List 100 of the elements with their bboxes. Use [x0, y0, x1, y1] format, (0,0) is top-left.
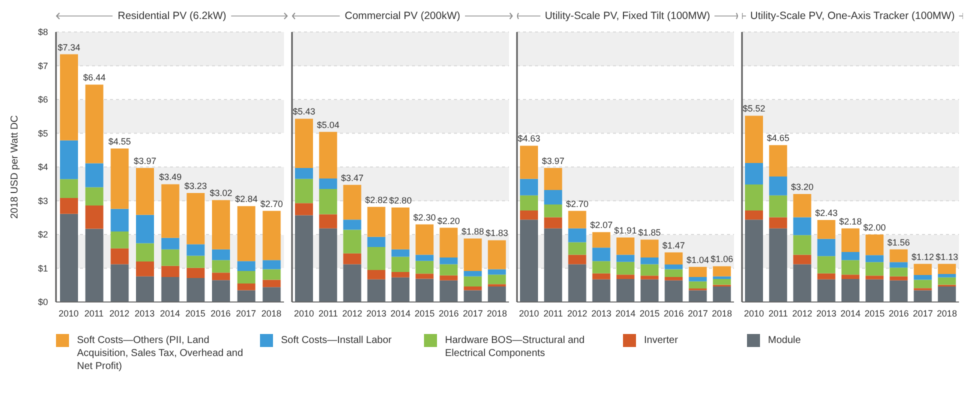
bar [866, 234, 884, 256]
y-tick-label: $1 [38, 263, 48, 274]
bar [212, 260, 230, 273]
total-label: $2.00 [863, 222, 886, 232]
bar [60, 198, 78, 214]
bar [237, 206, 256, 262]
total-label: $5.04 [316, 120, 340, 130]
x-tick-label: 2018 [712, 308, 732, 318]
bar [938, 274, 956, 278]
legend-label: Module [768, 334, 801, 347]
x-tick-label: 2016 [664, 308, 684, 318]
total-label: $2.30 [413, 212, 436, 222]
bar [745, 162, 763, 185]
chart-title: Utility-Scale PV, Fixed Tilt (100MW) [544, 10, 710, 22]
bar [890, 262, 908, 268]
bar [161, 266, 180, 278]
total-label: $1.88 [462, 226, 484, 237]
y-tick-label: $5 [38, 128, 48, 138]
x-tick-label: 2012 [567, 308, 588, 318]
bar [464, 238, 482, 271]
bar [212, 272, 230, 280]
x-tick-label: 2014 [390, 308, 411, 318]
bar [793, 235, 812, 255]
bar [391, 208, 410, 250]
bar [186, 192, 205, 244]
bar [319, 132, 338, 178]
legend-label: Inverter [644, 334, 678, 347]
bar [914, 264, 932, 275]
y-tick-label: $0 [38, 297, 48, 308]
bar [136, 262, 154, 276]
bar [890, 249, 908, 262]
chart-title: Utility-Scale PV, One-Axis Tracker (100MW) [750, 10, 955, 22]
chart-title: Commercial PV (200kW) [344, 10, 460, 22]
bar [841, 252, 860, 260]
bar [237, 290, 256, 302]
x-tick-label: 2015 [864, 308, 885, 318]
bar [110, 264, 129, 302]
bar [85, 163, 104, 188]
bar [520, 195, 538, 211]
x-tick-label: 2015 [640, 308, 660, 318]
bar [186, 268, 205, 278]
bar [664, 280, 683, 302]
bar [464, 290, 482, 302]
bar [440, 257, 458, 264]
total-label: $1.56 [887, 237, 910, 248]
bar [688, 290, 707, 302]
bar [319, 188, 338, 214]
bar [544, 228, 562, 302]
bar [237, 261, 256, 271]
bar [712, 266, 731, 276]
x-tick-label: 2014 [160, 308, 180, 318]
bar [914, 290, 932, 302]
bar [544, 204, 562, 218]
total-label: $3.20 [790, 182, 814, 192]
bar [391, 249, 410, 257]
x-tick-label: 2014 [615, 308, 636, 318]
bar [769, 217, 788, 228]
bar [343, 253, 362, 264]
total-label: $1.12 [912, 252, 934, 262]
bar [664, 277, 683, 280]
bar [640, 279, 659, 302]
bar [343, 220, 362, 230]
total-label: $1.47 [662, 240, 685, 250]
y-tick-label: $7 [38, 60, 48, 71]
bar [416, 254, 434, 261]
bar [745, 220, 763, 302]
bar [186, 244, 205, 256]
bar [186, 256, 205, 268]
bar [793, 217, 812, 236]
total-label: $1.85 [638, 228, 661, 238]
bar [60, 140, 78, 180]
total-label: $3.23 [184, 180, 207, 191]
x-tick-label: 2018 [486, 308, 507, 318]
x-tick-label: 2014 [840, 308, 861, 318]
bar [186, 278, 205, 302]
x-tick-label: 2017 [688, 308, 708, 318]
bar [295, 168, 313, 179]
bar [938, 277, 956, 285]
bar [592, 248, 610, 262]
chart-title: Residential PV (6.2kW) [118, 10, 226, 22]
bar [769, 228, 788, 302]
bar [664, 269, 683, 278]
bar [769, 145, 788, 176]
bar [688, 266, 707, 278]
bar [110, 208, 129, 232]
bar [161, 238, 180, 250]
x-tick-label: 2010 [744, 308, 764, 318]
bar [712, 286, 731, 302]
bar [136, 168, 154, 215]
bar [520, 146, 538, 179]
total-label: $2.18 [839, 216, 862, 226]
bar [464, 276, 482, 286]
bar [262, 280, 281, 288]
total-label: $3.49 [159, 172, 182, 182]
bar [262, 260, 281, 270]
x-tick-label: 2018 [261, 308, 282, 318]
total-label: $1.06 [710, 254, 734, 264]
bar [110, 148, 129, 209]
total-label: $1.83 [486, 228, 508, 238]
bar [136, 214, 154, 244]
